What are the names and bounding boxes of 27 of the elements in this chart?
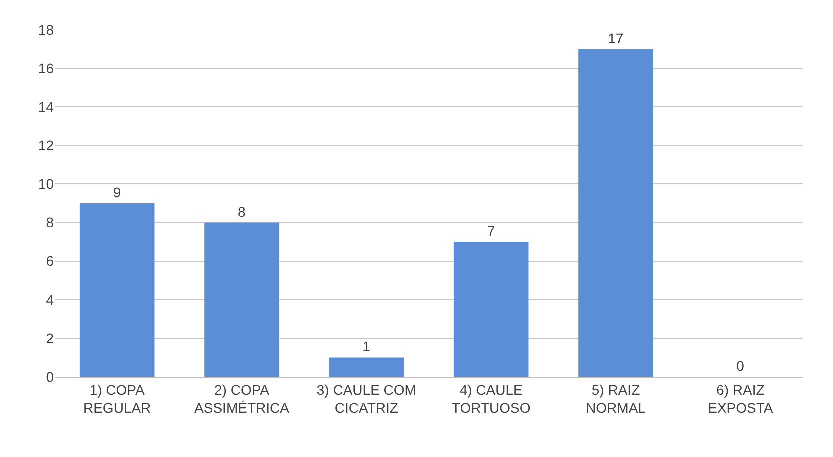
data-label: 9 <box>113 184 122 200</box>
bar <box>454 242 529 377</box>
y-tick-label: 16 <box>38 60 54 76</box>
data-label: 17 <box>608 30 624 46</box>
bar <box>80 204 155 377</box>
x-tick-label: 2) COPA ASSIMÉTRICA <box>194 382 290 416</box>
bar <box>204 222 280 377</box>
y-tick-label: 18 <box>38 22 54 38</box>
x-tick-label: 3) CAULE COM CICATRIZ <box>316 382 416 416</box>
x-tick-label: 5) RAIZ NORMAL <box>586 382 646 416</box>
data-label: 8 <box>238 204 246 220</box>
y-tick-label: 4 <box>46 292 54 308</box>
y-tick-label: 14 <box>38 99 54 116</box>
x-tick-label: 4) CAULE TORTUOSO <box>452 382 531 416</box>
y-tick-label: 10 <box>38 176 54 192</box>
data-label: 1 <box>362 338 371 355</box>
data-label: 0 <box>736 358 745 374</box>
y-tick-label: 8 <box>46 214 54 231</box>
y-tick-label: 0 <box>46 368 54 385</box>
y-tick-label: 12 <box>38 138 54 154</box>
x-tick-label: 1) COPA REGULAR <box>83 382 152 416</box>
data-label: 7 <box>487 223 496 240</box>
bar <box>578 49 654 377</box>
y-tick-label: 2 <box>46 330 54 346</box>
y-tick-label: 6 <box>46 253 54 270</box>
bar <box>329 358 404 377</box>
x-tick-label: 6) RAIZ EXPOSTA <box>708 382 774 416</box>
